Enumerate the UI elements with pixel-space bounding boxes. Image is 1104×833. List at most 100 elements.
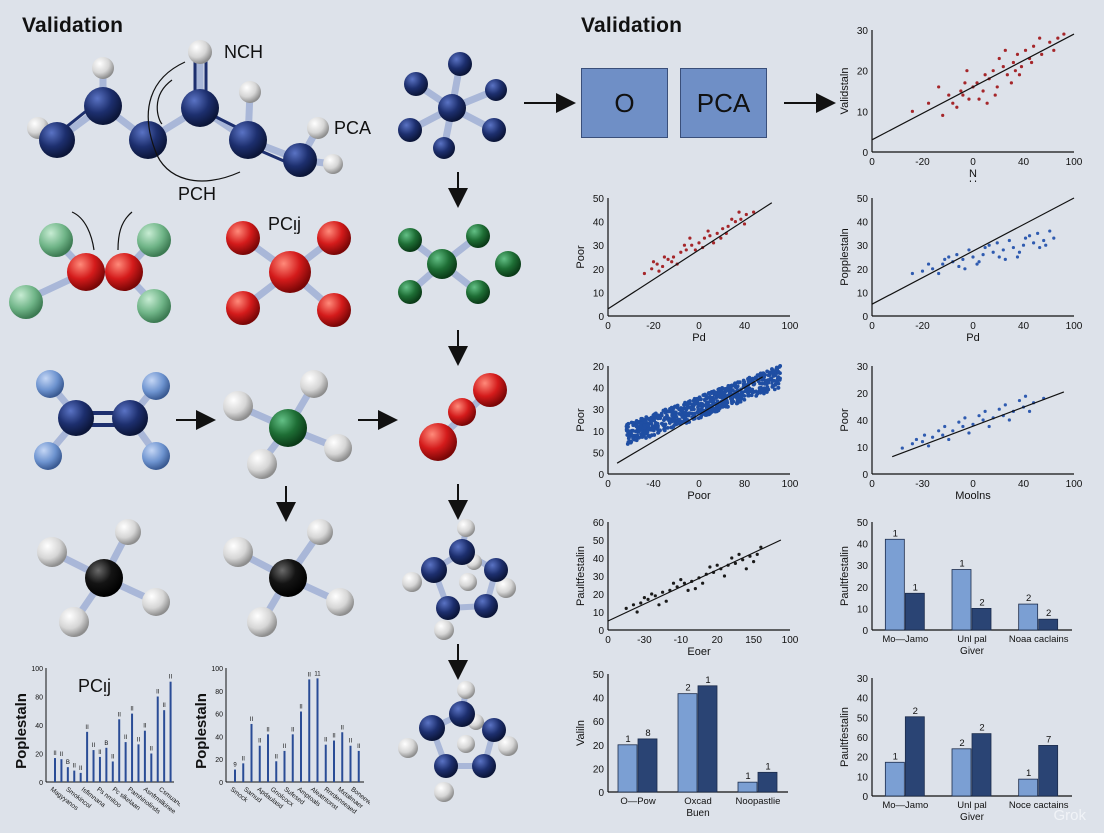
scatter-point: [776, 385, 781, 390]
scatter-point: [722, 402, 726, 406]
y-tick-label: 50: [857, 194, 869, 205]
stem-bar: [324, 744, 327, 782]
scatter-point: [776, 381, 781, 386]
y-tick-label: 100: [31, 666, 43, 673]
stem-value-label: II: [53, 751, 57, 757]
scatter-point: [1017, 250, 1022, 254]
pipeline-box-o: O: [581, 68, 668, 138]
scatter-point: [649, 421, 654, 426]
scatter-point: [705, 405, 710, 410]
y-tick-label: 0: [598, 626, 604, 637]
scatter-point: [725, 388, 730, 392]
stem-bar: [54, 758, 56, 782]
x-tick-label: 0: [605, 635, 611, 646]
scatter-point: [699, 403, 704, 407]
molecule-light-blue: [34, 370, 170, 470]
stem-value-label: 9: [233, 763, 237, 769]
bar: [1038, 618, 1059, 631]
scatter-point: [721, 227, 725, 231]
scatter-point: [765, 385, 770, 389]
x-tick-label: 0: [970, 479, 976, 490]
bar-value-label: 2: [1046, 608, 1051, 619]
scatter-point: [1044, 243, 1048, 247]
scatter-point: [698, 408, 703, 413]
scatter-point: [772, 387, 777, 392]
scatter-point: [666, 257, 670, 261]
scatter-point: [708, 234, 712, 238]
stem-bar: [73, 770, 76, 782]
scatter-point: [695, 410, 700, 415]
trend-line: [871, 33, 1075, 141]
scatter-point: [759, 545, 763, 549]
molecule-navy-cross: [398, 52, 507, 159]
molecule-red: [226, 221, 351, 327]
scatter-point: [977, 97, 981, 101]
scatter-point: [991, 250, 995, 254]
bar-value-label: 2: [685, 683, 690, 694]
y-axis-label: Poor: [575, 408, 587, 432]
stem-bar: [98, 756, 101, 782]
scatter-point: [687, 411, 692, 416]
scatter-point: [742, 222, 747, 226]
scatter-point: [1011, 60, 1015, 65]
y-tick-label: 30: [857, 362, 869, 373]
scatter-point: [937, 429, 941, 433]
y-tick-label: 0: [219, 780, 223, 787]
scatter-point: [684, 248, 688, 252]
stem-value-label: II: [143, 724, 147, 730]
y-tick-label: 50: [593, 194, 605, 205]
bar: [951, 748, 972, 797]
stem-value-label: II: [341, 725, 345, 731]
scatter-point: [987, 243, 991, 247]
scatter-point: [1038, 36, 1042, 40]
scatter-point: [975, 262, 979, 266]
scatter-point: [777, 365, 782, 369]
molecule-green-center: [223, 370, 352, 479]
y-tick-label: 50: [593, 670, 605, 681]
scatter-point: [1032, 241, 1036, 245]
scatter-point: [739, 217, 743, 221]
scatter-point: [997, 56, 1001, 61]
stem-bar: [86, 731, 89, 782]
stem-value-label: B: [104, 741, 108, 747]
scatter-point: [711, 406, 716, 411]
scatter-point: [733, 561, 737, 565]
scatter-point: [719, 390, 724, 394]
scatter-point: [687, 405, 691, 410]
scatter-point: [651, 260, 656, 264]
stem-bar: [118, 719, 121, 782]
stem-value-label: II: [85, 725, 89, 731]
x-tick-label: 80: [739, 479, 751, 490]
scatter-point: [717, 404, 721, 409]
y-tick-label: 50: [593, 448, 605, 459]
scatter-point: [737, 210, 741, 214]
stem-value-label: II: [349, 739, 353, 745]
scatter-point: [677, 411, 682, 416]
y-tick-label: 40: [857, 416, 869, 427]
chart-scatter-row3-left: 20 40 30 10 50 0 0 -40 0 80 100 Poor Poor: [572, 356, 802, 504]
scatter-point: [1032, 44, 1036, 48]
scatter-point: [997, 255, 1001, 259]
scatter-point: [755, 391, 760, 396]
bar: [697, 685, 718, 793]
pipeline-box-pca: PCA: [680, 68, 767, 138]
scatter-point: [1023, 394, 1028, 398]
stem-value-label: II: [124, 735, 128, 741]
pipeline-arrows: [524, 93, 836, 113]
scatter-point: [722, 574, 727, 578]
bar-value-label: 1: [625, 734, 630, 745]
chart-scatter-row2-left: 50 40 30 20 10 0 0 -20 0 40 100 Poor Pd: [572, 188, 802, 346]
scatter-point: [963, 416, 967, 420]
scatter-point: [959, 89, 963, 93]
y-tick-label: 50: [593, 536, 605, 547]
scatter-point: [662, 427, 667, 432]
stem-bar: [143, 730, 146, 782]
stem-value-label: II: [92, 743, 96, 749]
scatter-point: [661, 264, 665, 269]
bar-value-label: 1: [1026, 768, 1031, 779]
scatter-point: [768, 376, 773, 381]
trend-line: [616, 376, 764, 464]
